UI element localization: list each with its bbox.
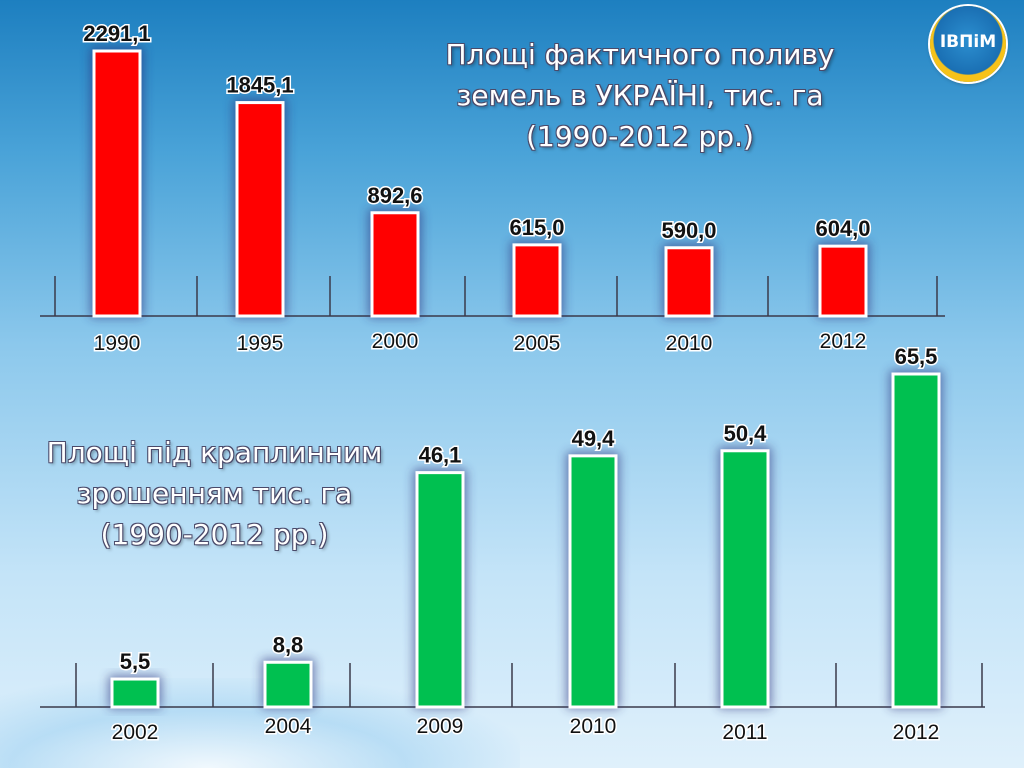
chart-title-irrigation: Площі фактичного поливу земель в УКРАЇНІ… <box>430 34 850 157</box>
data-label: 892,6 <box>367 183 422 208</box>
x-tick-label: 2010 <box>666 332 713 355</box>
x-tick-label: 2011 <box>722 721 767 744</box>
ivpim-logo: ІВПіМ <box>930 6 1006 82</box>
bar <box>818 244 868 318</box>
bar <box>720 449 770 709</box>
title-line: (1990-2012 рр.) <box>100 518 329 551</box>
logo-text: ІВПіМ <box>939 32 997 52</box>
data-label: 1845,1 <box>226 73 293 98</box>
x-tick-label: 2009 <box>417 715 464 738</box>
chart-irrigated-area: 2291,1 1990 1845,1 1995 892,6 2000 615,0 2005 59… <box>40 20 945 357</box>
bar <box>92 49 142 318</box>
title-line: Площі фактичного поливу <box>445 38 835 71</box>
x-tick-label: 2012 <box>820 330 867 353</box>
x-tick-label: 2000 <box>372 330 419 353</box>
chart-title-drip-irrigation: Площі під краплинним зрошенням тис. га (… <box>22 432 407 555</box>
title-line: земель в УКРАЇНІ, тис. га <box>456 79 824 112</box>
bar <box>110 677 160 709</box>
data-label: 604,0 <box>815 216 870 241</box>
data-label: 615,0 <box>509 215 564 240</box>
x-tick-label: 2012 <box>893 721 940 744</box>
data-label: 5,5 <box>120 649 151 674</box>
bar <box>415 471 465 709</box>
x-tick-label: 1995 <box>237 332 284 355</box>
x-tick-label: 2004 <box>265 715 312 738</box>
chart-drip-irrigation-area: 5,5 2002 8,8 2004 46,1 2009 49,4 2010 50,4 2011 65… <box>40 343 985 746</box>
data-label: 65,5 <box>895 344 938 369</box>
title-line: Площі під краплинним <box>46 436 383 469</box>
bar <box>664 246 714 318</box>
data-label: 49,4 <box>572 426 616 451</box>
x-tick-label: 2005 <box>514 332 561 355</box>
data-label: 590,0 <box>661 218 716 243</box>
bar <box>263 660 313 709</box>
data-label: 50,4 <box>724 421 768 446</box>
bar <box>370 211 420 318</box>
data-label: 2291,1 <box>83 21 150 46</box>
x-tick-label: 2002 <box>112 721 159 744</box>
bar <box>568 454 618 709</box>
bar <box>891 372 941 709</box>
bar <box>235 101 285 318</box>
bar <box>512 243 562 318</box>
title-line: зрошенням тис. га <box>76 477 353 510</box>
x-tick-label: 1990 <box>94 332 141 355</box>
data-label: 8,8 <box>273 632 304 657</box>
data-label: 46,1 <box>419 443 462 468</box>
title-line: (1990-2012 рр.) <box>526 120 754 153</box>
x-tick-label: 2010 <box>570 715 617 738</box>
